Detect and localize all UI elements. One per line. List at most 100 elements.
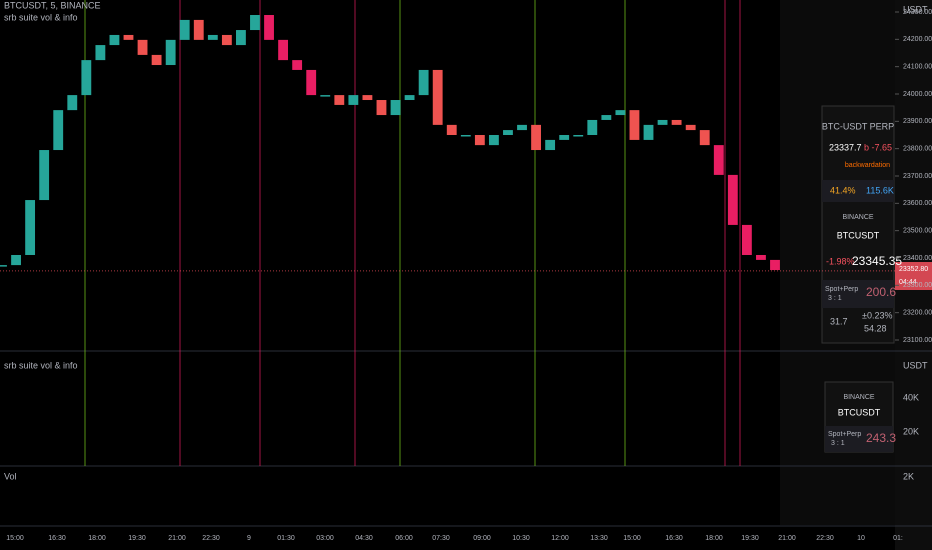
- candle: [236, 30, 246, 46]
- volume: 115.6K: [866, 185, 894, 195]
- mode: Spot+Perp: [825, 286, 858, 293]
- stat-c: 54.28: [864, 323, 887, 333]
- ratio: 41.4%: [830, 185, 856, 195]
- candle: [123, 34, 134, 40]
- change: -1.98%: [826, 256, 855, 266]
- time-label: 06:00: [395, 535, 413, 542]
- candle: [741, 224, 752, 255]
- basis-state: backwardation: [845, 162, 890, 169]
- vol-axis-label: 2K: [903, 471, 914, 481]
- candle: [95, 45, 106, 61]
- panel-row: [825, 426, 893, 452]
- candle: [587, 119, 598, 135]
- candle: [179, 19, 190, 40]
- candle: [460, 135, 471, 137]
- pane2-panel: BINANCE BTCUSDT Spot+Perp 3 : 1 243.3: [824, 381, 896, 453]
- price-tick-label: 23900.00: [903, 118, 932, 125]
- candle: [418, 69, 429, 96]
- candle: [685, 124, 696, 131]
- time-label: 18:00: [88, 535, 106, 542]
- time-label: 01:: [893, 535, 903, 542]
- price-tick-label: 24100.00: [903, 64, 932, 71]
- candle: [643, 124, 654, 140]
- price-tick-label: 23300.00: [903, 282, 932, 289]
- price-tick-label: 24000.00: [903, 91, 932, 98]
- candle: [531, 124, 541, 151]
- pane2-title: srb suite vol & info: [4, 360, 78, 370]
- panel-row: [822, 280, 894, 308]
- time-label: 10: [857, 535, 865, 542]
- time-label: 19:30: [741, 535, 759, 542]
- candle: [770, 259, 780, 271]
- candle: [67, 95, 78, 111]
- candle: [601, 115, 612, 120]
- pair: BTCUSDT: [837, 230, 880, 240]
- time-label: 01:30: [277, 535, 295, 542]
- symbol-title: BTCUSDT, 5, BINANCE: [4, 0, 101, 10]
- candle: [756, 254, 766, 260]
- time-label: 15:00: [6, 535, 24, 542]
- countdown: 04:44: [899, 279, 917, 286]
- time-label: 13:30: [590, 535, 608, 542]
- candle: [545, 139, 556, 151]
- candle: [306, 69, 317, 96]
- candle: [207, 34, 218, 40]
- candle: [503, 130, 513, 135]
- perp-title: BTC-USDT PERP: [822, 121, 894, 131]
- vertical-signals: [84, 0, 741, 466]
- time-label: 21:00: [778, 535, 796, 542]
- candle: [264, 15, 274, 40]
- candle: [559, 135, 570, 140]
- candle: [657, 119, 668, 125]
- time-label: 12:00: [551, 535, 569, 542]
- candle: [615, 110, 626, 116]
- price-tick-label: 23500.00: [903, 228, 932, 235]
- time-label: 16:30: [48, 535, 66, 542]
- candle: [39, 150, 50, 201]
- candle: [474, 135, 485, 146]
- candle: [11, 254, 21, 266]
- mode-ratio: 3 : 1: [831, 440, 845, 447]
- time-label: 18:00: [705, 535, 723, 542]
- time-label: 19:30: [128, 535, 146, 542]
- candle: [517, 124, 527, 131]
- time-label: 21:00: [168, 535, 186, 542]
- candle: [432, 69, 443, 125]
- panel-row: [822, 180, 894, 202]
- candle: [446, 124, 457, 135]
- price-tick-label: 23400.00: [903, 255, 932, 262]
- candle: [193, 19, 204, 40]
- price-tick-label: 24300.00: [903, 9, 932, 16]
- candle: [348, 95, 359, 105]
- perp-price: 23337.7: [829, 142, 862, 152]
- price-tick-label: 23100.00: [903, 337, 932, 344]
- candle: [278, 39, 289, 61]
- candle: [699, 130, 710, 146]
- mode: Spot+Perp: [828, 431, 861, 438]
- candle: [376, 100, 387, 116]
- candle: [53, 110, 64, 151]
- candle: [334, 95, 345, 105]
- price-tick-label: 23800.00: [903, 146, 932, 153]
- stat-a: 31.7: [830, 316, 848, 326]
- candle: [292, 60, 303, 70]
- stat-b: ±0.23%: [862, 310, 892, 320]
- mode-ratio: 3 : 1: [828, 295, 842, 302]
- vol-title: Vol: [4, 471, 17, 481]
- candle: [404, 95, 415, 101]
- candle: [109, 34, 120, 46]
- candle: [713, 145, 724, 175]
- axis-unit: USDT: [903, 4, 928, 14]
- price-tick-label: 24200.00: [903, 36, 932, 43]
- candle: [137, 39, 148, 55]
- candle: [250, 15, 260, 31]
- exchange: BINANCE: [842, 214, 873, 221]
- time-label: 9: [247, 535, 251, 542]
- price-tick-label: 23200.00: [903, 310, 932, 317]
- candle: [727, 174, 738, 225]
- candle: [671, 119, 682, 125]
- spot-price: 23345.35: [852, 254, 902, 268]
- time-label: 09:00: [473, 535, 491, 542]
- time-label: 10:30: [512, 535, 530, 542]
